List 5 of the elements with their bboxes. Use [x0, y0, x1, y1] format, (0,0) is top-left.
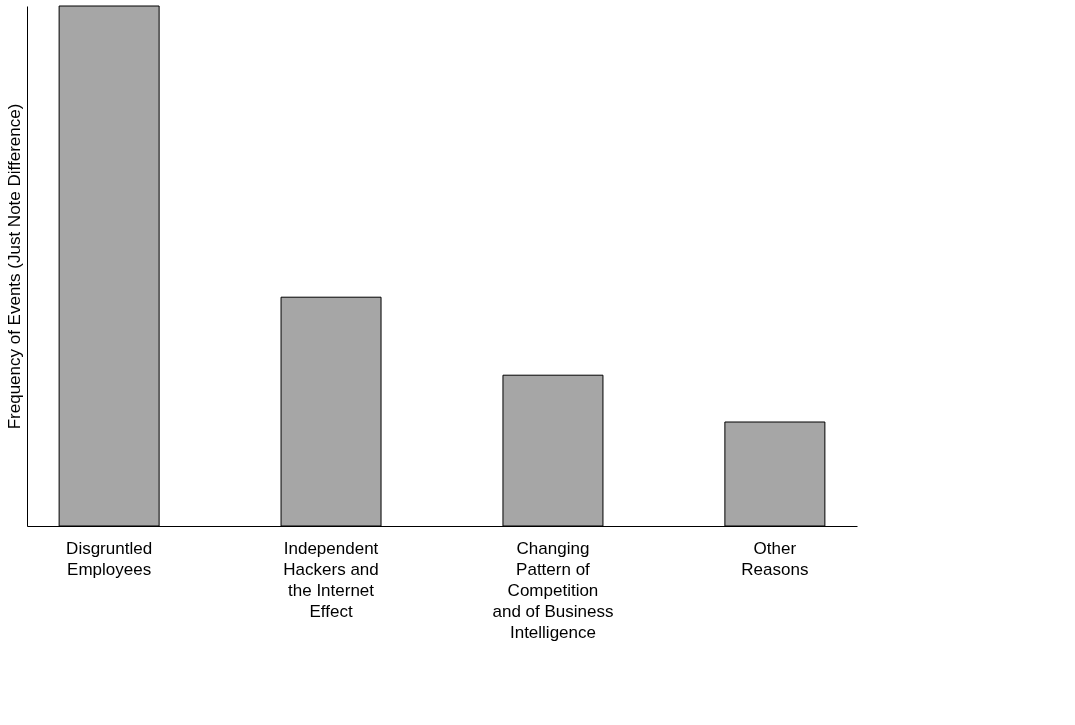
x-tick-label: Changing Pattern of Competition and of Business Intelligence — [492, 538, 614, 642]
x-tick-label: Other Reasons — [741, 538, 809, 579]
x-tick-label: Independent Hackers and the Internet Effect — [283, 538, 379, 621]
x-tick-label: Disgruntled Employees — [66, 538, 153, 579]
y-axis-title: Frequency of Events (Just Note Difference) — [4, 103, 24, 430]
